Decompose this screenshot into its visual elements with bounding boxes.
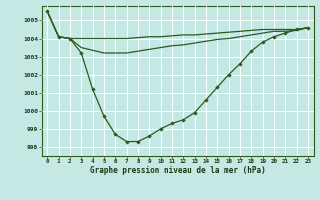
X-axis label: Graphe pression niveau de la mer (hPa): Graphe pression niveau de la mer (hPa) [90, 166, 266, 175]
